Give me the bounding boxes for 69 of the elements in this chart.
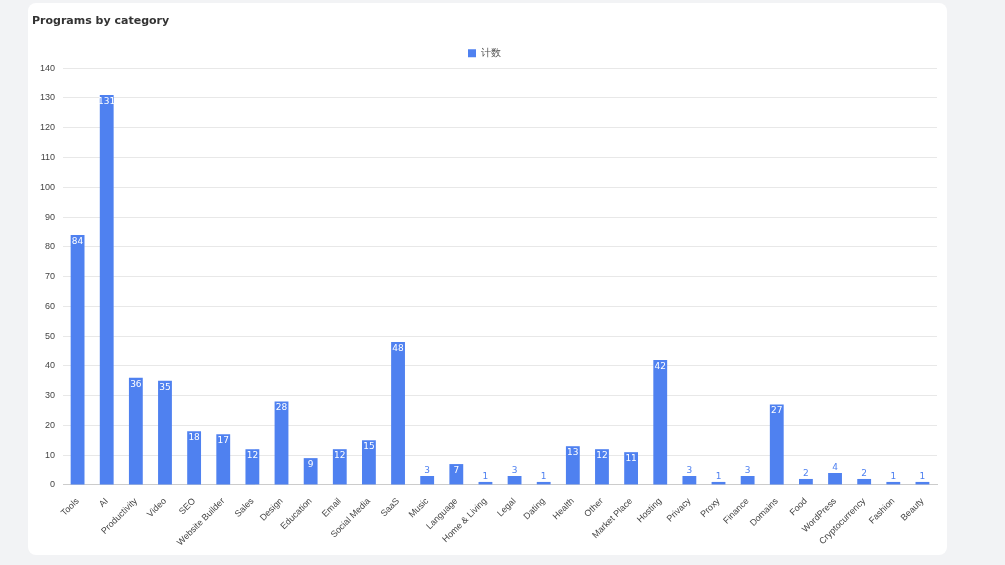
- data-label: 11: [625, 453, 637, 464]
- bar: [70, 234, 85, 485]
- y-tick-label: 70: [45, 271, 56, 282]
- data-label: 27: [771, 405, 783, 416]
- bar: [361, 440, 376, 485]
- data-label: 12: [596, 450, 608, 461]
- bar: [828, 473, 842, 485]
- bar: [99, 94, 114, 485]
- bar: [449, 464, 464, 485]
- bar: [216, 434, 231, 485]
- data-label: 35: [159, 381, 171, 392]
- data-label: 3: [511, 464, 518, 475]
- data-label: 7: [453, 464, 460, 475]
- data-label: 18: [188, 432, 201, 443]
- y-tick-label: 110: [40, 151, 56, 162]
- data-label: 42: [654, 360, 666, 371]
- data-label: 1: [919, 470, 926, 481]
- data-label: 12: [334, 450, 346, 461]
- data-label: 3: [686, 464, 693, 475]
- bar: [187, 431, 202, 485]
- data-label: 17: [217, 435, 229, 446]
- data-label: 4: [832, 461, 839, 472]
- legend-label: 计数: [481, 46, 501, 58]
- data-label: 1: [890, 470, 897, 481]
- y-tick-label: 130: [39, 92, 56, 103]
- data-label: 36: [130, 378, 142, 389]
- data-label: 84: [71, 235, 84, 246]
- bar: [653, 359, 668, 485]
- data-label: 28: [275, 402, 288, 413]
- bar: [798, 478, 813, 485]
- y-tick-label: 20: [45, 419, 56, 430]
- y-tick-label: 60: [45, 300, 56, 311]
- y-tick-label: 80: [45, 241, 56, 252]
- y-tick-label: 90: [45, 211, 56, 222]
- y-tick-label: 120: [39, 122, 56, 133]
- data-label: 15: [363, 441, 375, 452]
- data-label: 1: [540, 470, 547, 481]
- data-label: 13: [567, 447, 579, 458]
- y-tick-label: 50: [45, 330, 56, 341]
- chart-title: Programs by category: [32, 14, 170, 28]
- bar: [391, 342, 405, 485]
- bar: [420, 475, 435, 485]
- bar: [245, 449, 260, 485]
- bar: [682, 475, 697, 485]
- y-tick-label: 30: [45, 390, 56, 401]
- y-tick-label: 0: [50, 479, 56, 490]
- y-tick-label: 140: [39, 62, 56, 73]
- data-label: 9: [307, 458, 314, 469]
- bar: [303, 458, 318, 485]
- data-label: 3: [744, 464, 751, 475]
- bar: [740, 475, 755, 485]
- bar: [158, 380, 172, 485]
- y-tick-label: 100: [39, 181, 56, 192]
- data-label: 1: [482, 470, 489, 481]
- bar: [624, 452, 639, 485]
- bar: [769, 404, 784, 485]
- data-label: 2: [861, 467, 868, 478]
- bar: [565, 446, 580, 485]
- bar: [128, 377, 143, 485]
- bar: [857, 478, 872, 485]
- bar: [595, 449, 609, 485]
- bar: [332, 449, 347, 485]
- data-label: 3: [424, 464, 431, 475]
- data-label: 48: [392, 342, 405, 353]
- data-label: 2: [803, 467, 809, 478]
- y-tick-label: 10: [45, 449, 56, 460]
- y-tick-label: 40: [45, 360, 56, 371]
- data-label: 1: [715, 470, 722, 481]
- data-label: 12: [246, 450, 259, 461]
